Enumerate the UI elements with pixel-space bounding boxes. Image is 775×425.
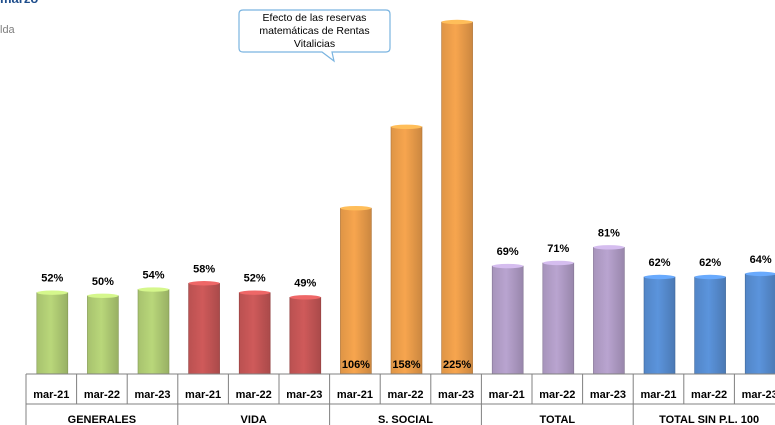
data-label: 62% <box>699 257 721 269</box>
bar-cap <box>694 274 726 280</box>
callout-text: Efecto de las reservas matemáticas de Re… <box>259 12 370 50</box>
category-tick-label: mar-21 <box>489 389 525 401</box>
annotation-callout: Efecto de las reservas matemáticas de Re… <box>237 9 392 64</box>
data-label: 71% <box>547 243 569 255</box>
bars-layer <box>36 19 775 375</box>
category-tick-label: mar-23 <box>286 389 322 401</box>
category-axis: mar-21 mar-22 mar-23 GENERALES mar-21 mar-22 m… <box>25 373 775 425</box>
category-tick-label: mar-22 <box>84 389 120 401</box>
bar-vida-mar-22 <box>238 292 271 375</box>
category-tick-label: mar-23 <box>590 389 626 401</box>
bar-cap <box>542 260 574 266</box>
callout-bubble <box>238 9 391 63</box>
bar-total-sin-p-l-100-mar-21 <box>643 276 676 375</box>
bar-total-sin-p-l-100-mar-22 <box>694 276 726 375</box>
data-label: 62% <box>648 257 670 269</box>
group-label: VIDA <box>241 414 267 425</box>
data-label: 50% <box>92 276 114 288</box>
bar-cap <box>138 287 169 292</box>
data-label: 106% <box>342 359 370 371</box>
bar-cap <box>36 290 68 295</box>
group-label: TOTAL <box>539 414 575 425</box>
category-tick-label: mar-23 <box>742 389 775 401</box>
bar-cap <box>492 263 524 269</box>
chart-title: marzo <box>0 0 38 6</box>
chart-subtitle: lda <box>0 24 15 36</box>
data-label: 49% <box>294 277 316 289</box>
data-label: 225% <box>443 359 471 371</box>
bar-s-social-mar-23 <box>441 21 473 375</box>
data-label: 81% <box>598 227 620 239</box>
bar-cap <box>188 281 220 286</box>
data-label: 58% <box>193 263 215 275</box>
bar-cap <box>87 293 119 298</box>
bar-cap <box>340 205 372 211</box>
category-tick-label: mar-21 <box>33 389 69 401</box>
labels-layer: 52% 50% 54% 58% 52% 49% 106% 158% 225% 69% 71% 81% 6… <box>41 227 772 371</box>
bar-vida-mar-23 <box>289 297 322 375</box>
data-label: 52% <box>41 273 63 285</box>
bar-s-social-mar-22 <box>390 126 423 375</box>
bar-cap <box>239 290 271 295</box>
bar-generales-mar-22 <box>87 295 119 375</box>
category-tick-label: mar-22 <box>539 389 575 401</box>
bar-cap <box>644 274 675 280</box>
bar-total-sin-p-l-100-mar-23 <box>744 273 775 375</box>
bar-cap <box>593 245 625 250</box>
category-tick-label: mar-21 <box>337 389 373 401</box>
group-label: S. SOCIAL <box>378 414 433 425</box>
bar-vida-mar-21 <box>188 282 220 375</box>
bar-cap <box>441 19 473 25</box>
bar-generales-mar-23 <box>137 289 170 375</box>
category-tick-label: mar-23 <box>438 389 474 401</box>
data-label: 69% <box>497 246 519 258</box>
data-label: 54% <box>142 270 164 282</box>
bar-cap <box>289 295 321 300</box>
category-tick-label: mar-21 <box>640 389 676 401</box>
data-label: 158% <box>392 359 420 371</box>
category-tick-label: mar-22 <box>387 389 423 401</box>
data-label: 52% <box>244 273 266 285</box>
category-tick-label: mar-21 <box>185 389 221 401</box>
data-label: 64% <box>750 254 772 266</box>
category-tick-label: mar-22 <box>236 389 272 401</box>
category-tick-label: mar-22 <box>691 389 727 401</box>
bar-generales-mar-21 <box>36 292 69 375</box>
category-tick-label: mar-23 <box>134 389 170 401</box>
bar-total-mar-21 <box>491 265 524 375</box>
group-label: TOTAL SIN P.L. 100 <box>659 414 759 425</box>
bar-cap <box>745 271 775 277</box>
group-label: GENERALES <box>68 414 136 425</box>
bar-s-social-mar-21 <box>340 207 372 375</box>
bar-total-mar-23 <box>593 246 625 375</box>
bar-cap <box>391 124 422 130</box>
bar-total-mar-22 <box>542 262 575 375</box>
